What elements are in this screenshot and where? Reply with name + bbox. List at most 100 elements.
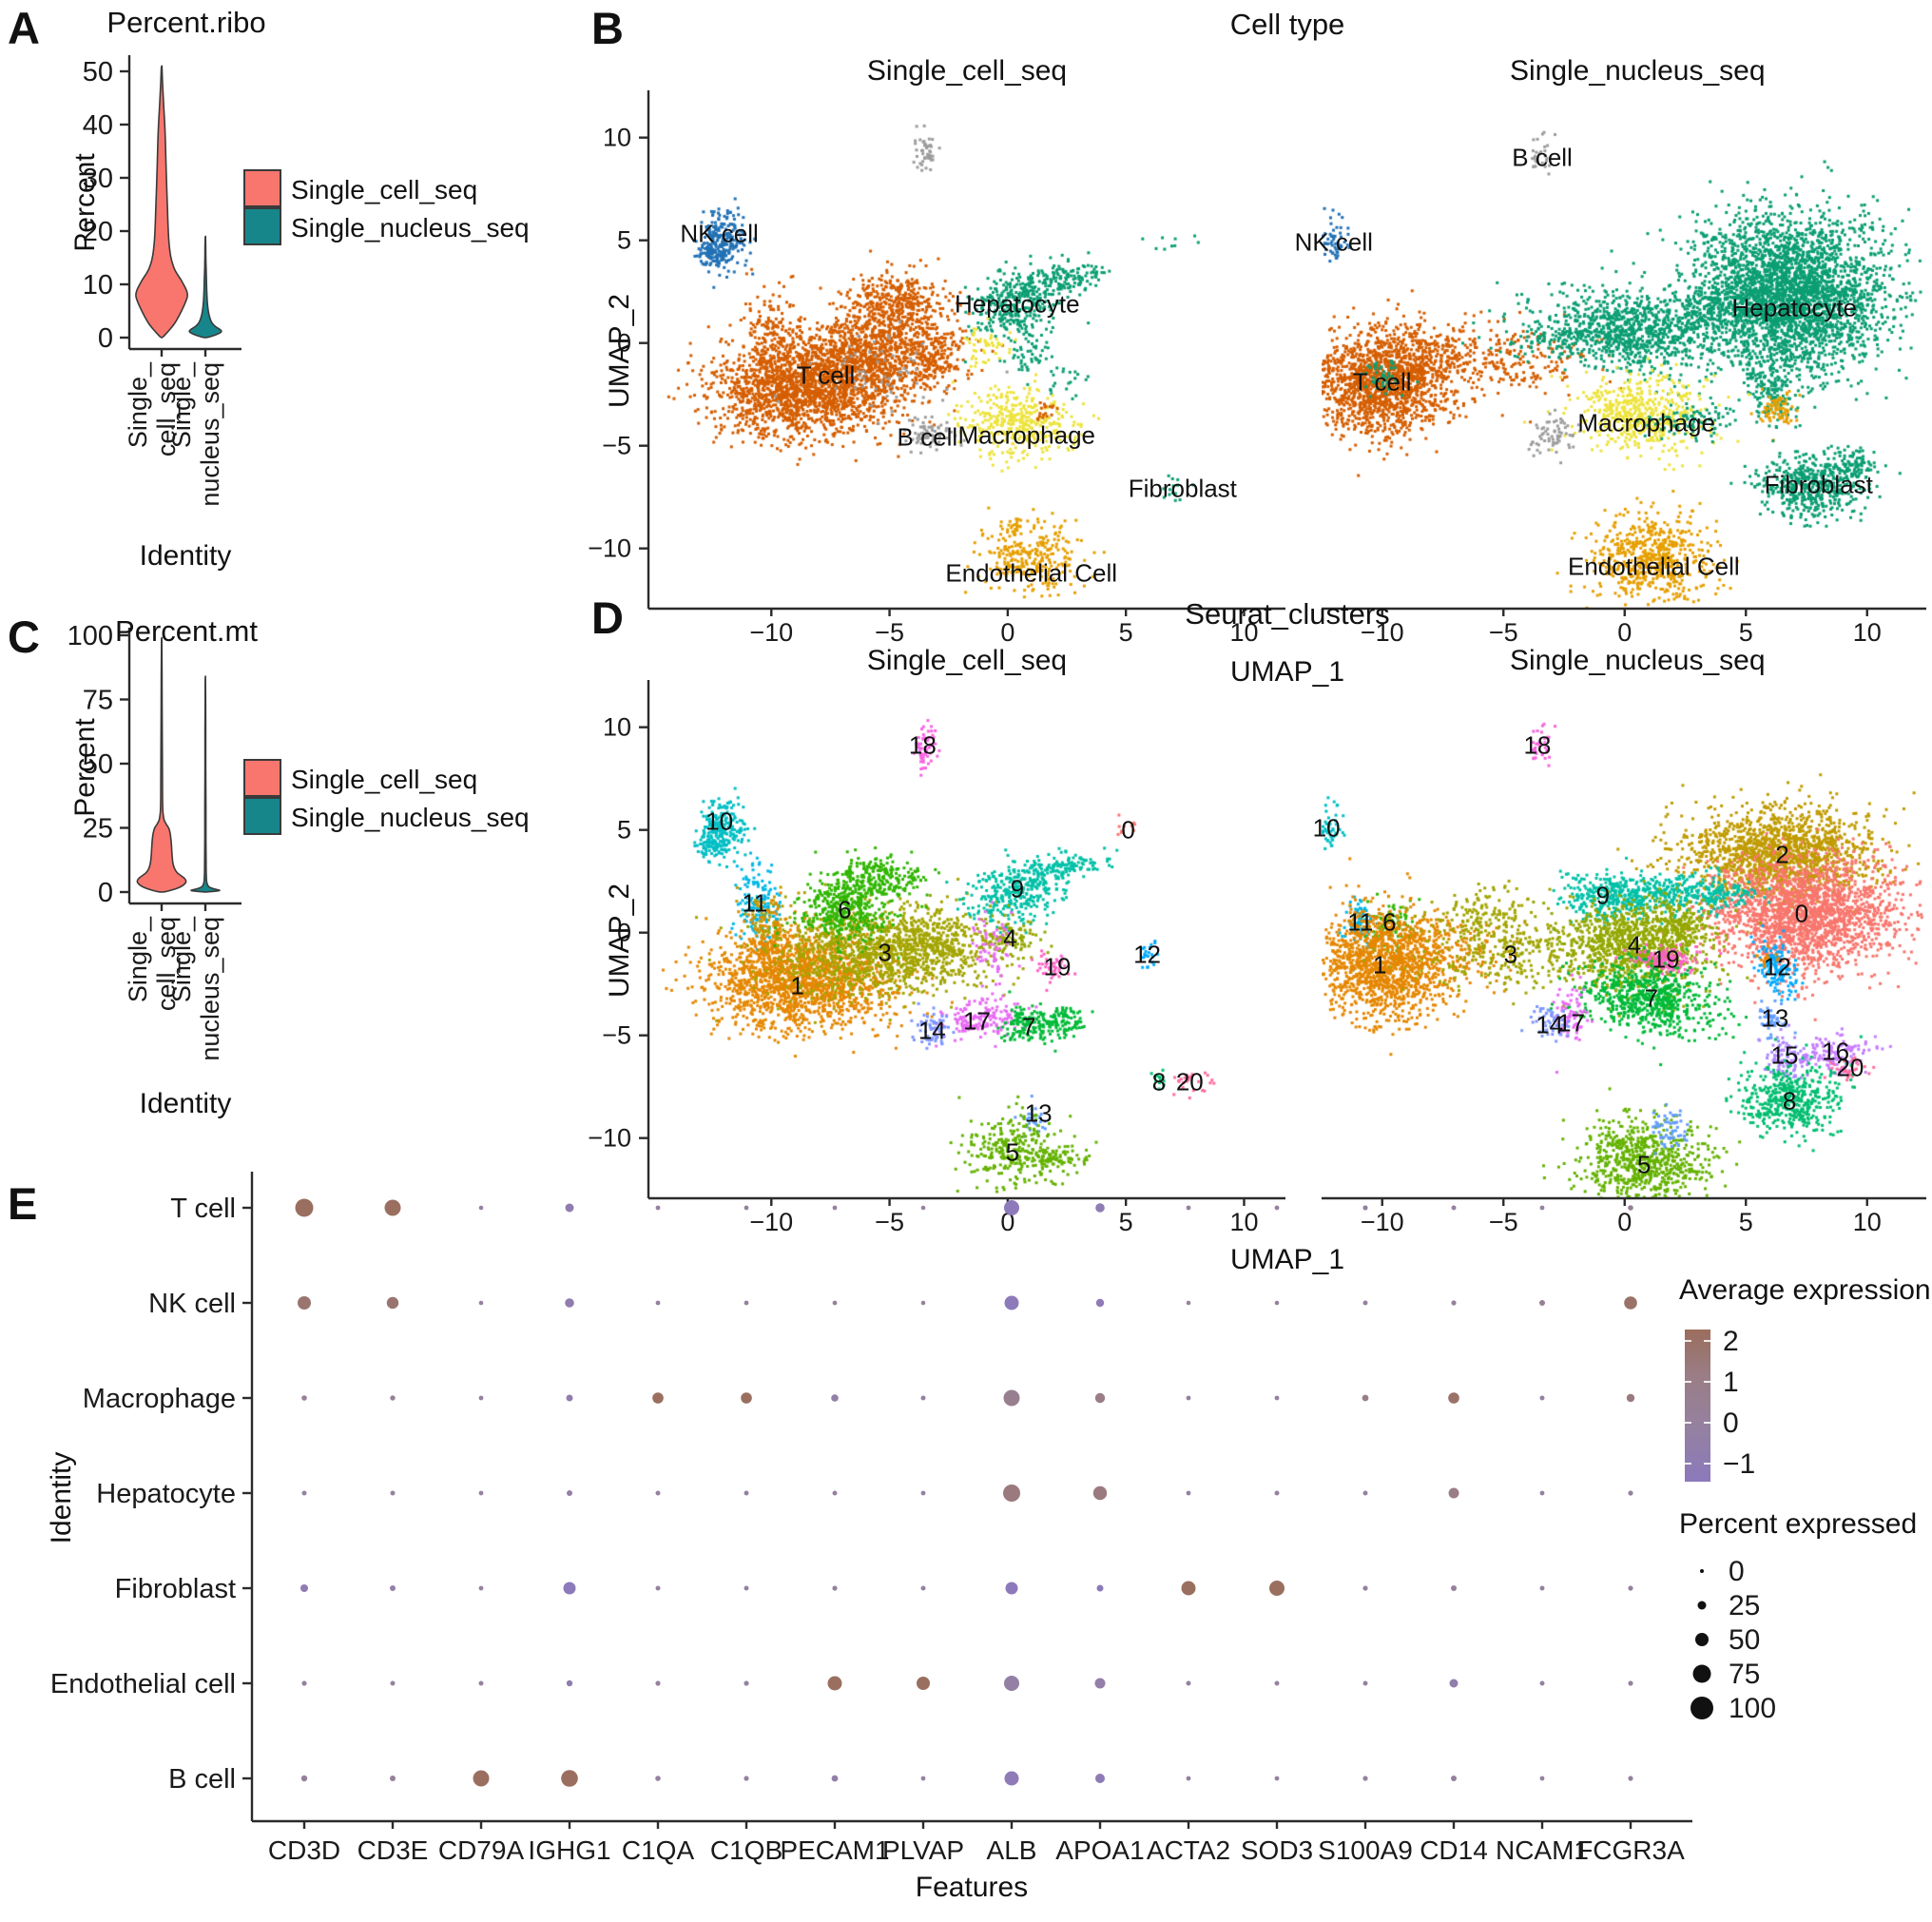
cluster-number-label: 3 <box>1503 940 1518 969</box>
dotplot-dot <box>566 1394 573 1402</box>
dotplot-dot <box>473 1770 490 1787</box>
dotplot-dot <box>1003 1389 1020 1407</box>
umap-x-tick: 0 <box>1000 618 1014 647</box>
legend-label-single-cell-seq: Single_cell_seq <box>291 175 478 204</box>
cluster-number-label: 18 <box>1523 730 1552 760</box>
dotplot-dot <box>1004 1200 1019 1215</box>
umap-x-tick: 0 <box>1617 618 1632 647</box>
cluster-number-label: 14 <box>918 1016 946 1045</box>
dotplot-dot <box>655 1776 661 1781</box>
gene-label: APOA1 <box>1055 1835 1144 1865</box>
gene-label: PECAM1 <box>780 1835 889 1865</box>
dotplot-dot <box>744 1776 749 1781</box>
dotplot-dot <box>1451 1585 1457 1591</box>
dotplot-dot <box>1094 1678 1106 1689</box>
panel-b-xlabel: UMAP_1 <box>1229 656 1345 688</box>
gene-label: IGHG1 <box>528 1835 610 1865</box>
cluster-number-label: 6 <box>1382 907 1397 937</box>
celltype-label: Fibroblast <box>1128 474 1237 503</box>
avg-expression-tick: 0 <box>1723 1408 1739 1439</box>
dotplot-dot <box>1448 1392 1459 1404</box>
umap-x-tick: 10 <box>1229 618 1258 647</box>
dotplot-dot <box>301 1395 307 1401</box>
celltype-label: Macrophage <box>957 420 1096 450</box>
dotplot-dot <box>1362 1776 1368 1781</box>
gene-label: SOD3 <box>1241 1835 1313 1865</box>
dotplot-dot <box>1451 1300 1457 1306</box>
umap-y-tick: 5 <box>617 226 631 255</box>
dotplot-dot <box>1096 1584 1104 1592</box>
dotplot-dot <box>744 1490 749 1496</box>
legend-swatch-single-nucleus-seq <box>243 797 281 835</box>
y-tick-label: 0 <box>98 878 113 908</box>
cluster-number-label: 12 <box>1763 952 1791 981</box>
avg-expression-legend-title: Average expression <box>1679 1274 1931 1306</box>
dotplot-dot <box>1005 1582 1018 1595</box>
cluster-number-label: 11 <box>742 888 768 918</box>
dotplot-dot <box>1186 1776 1191 1781</box>
gene-label: PLVAP <box>882 1835 964 1865</box>
dotplot-dot <box>1274 1300 1280 1306</box>
cluster-number-label: 12 <box>1133 940 1161 969</box>
cluster-number-label: 13 <box>1024 1098 1053 1128</box>
panel-d-xlabel: UMAP_1 <box>1229 1244 1345 1275</box>
dotplot-dot <box>565 1298 574 1308</box>
y-tick-label: 40 <box>83 110 113 141</box>
dotplot-dot <box>831 1775 839 1782</box>
dotplot-dot <box>1362 1300 1368 1306</box>
dotplot-dot <box>478 1585 484 1591</box>
celltype-label: NK cell <box>1294 227 1373 257</box>
dotplot-dot <box>1451 1205 1457 1211</box>
dotplot-dot <box>1449 1679 1459 1688</box>
dotplot-dot <box>1095 1298 1105 1308</box>
umap-y-tick: −10 <box>588 1124 631 1153</box>
cluster-number-label: 3 <box>878 938 892 967</box>
gene-label: ACTA2 <box>1147 1835 1230 1865</box>
dotplot-dot <box>920 1205 926 1211</box>
dotplot-dot <box>1274 1205 1280 1211</box>
panel-b-subtitle-singlecell: Single_cell_seq <box>866 55 1068 87</box>
panel-d-letter: D <box>591 592 624 643</box>
dotplot-dot <box>1448 1487 1459 1499</box>
panel-e-letter: E <box>8 1178 38 1229</box>
dotplot-dot <box>478 1395 484 1401</box>
cluster-number-label: 4 <box>1627 930 1642 960</box>
gene-label: S100A9 <box>1318 1835 1413 1865</box>
panel-c-xlabel: Identity <box>139 1088 232 1119</box>
dotplot-dot <box>655 1680 661 1686</box>
pct-expressed-legend-dot <box>1695 1633 1709 1646</box>
legend-label-single-nucleus-seq: Single_nucleus_seq <box>291 213 530 243</box>
umap-celltype-singlenucleus-canvas <box>1322 90 1926 609</box>
dotplot-dot <box>478 1300 484 1306</box>
panel-a-letter: A <box>8 3 40 53</box>
cluster-number-label: 5 <box>1005 1137 1020 1167</box>
cluster-number-label: 7 <box>1022 1012 1036 1041</box>
umap-x-tick: 10 <box>1853 618 1882 647</box>
cluster-number-label: 6 <box>838 895 852 924</box>
x-category-label: Single_ <box>167 361 196 448</box>
dotplot-dot <box>1186 1205 1191 1211</box>
dotplot-dot <box>1092 1485 1108 1501</box>
cluster-number-label: 10 <box>705 806 734 836</box>
dotplot-dot <box>1628 1680 1633 1686</box>
dotplot-dot <box>1095 1203 1105 1213</box>
dotplot-dot <box>1539 1776 1545 1781</box>
celltype-label: T cell <box>1352 367 1412 397</box>
dotplot-dot <box>652 1392 664 1404</box>
dotplot-dot <box>1274 1776 1280 1781</box>
cluster-number-label: 13 <box>1761 1003 1789 1033</box>
umap-x-tick: 10 <box>1853 1208 1882 1236</box>
dotplot-dot <box>1004 1295 1019 1310</box>
panel-b-subtitle-singlenucleus: Single_nucleus_seq <box>1510 55 1766 87</box>
x-category-label: Single_ <box>167 916 196 1002</box>
dotplot-dot <box>1539 1585 1545 1591</box>
panel-d-title: Seurat_clusters <box>1185 597 1390 631</box>
dotplot-dot <box>920 1585 926 1591</box>
dotplot-dot <box>298 1296 311 1310</box>
identity-row-label: Fibroblast <box>115 1574 236 1604</box>
pct-expressed-legend-title: Percent expressed <box>1679 1508 1918 1540</box>
dotplot-dot <box>744 1205 749 1211</box>
dotplot-dot <box>832 1585 838 1591</box>
cluster-number-label: 4 <box>1003 923 1017 953</box>
